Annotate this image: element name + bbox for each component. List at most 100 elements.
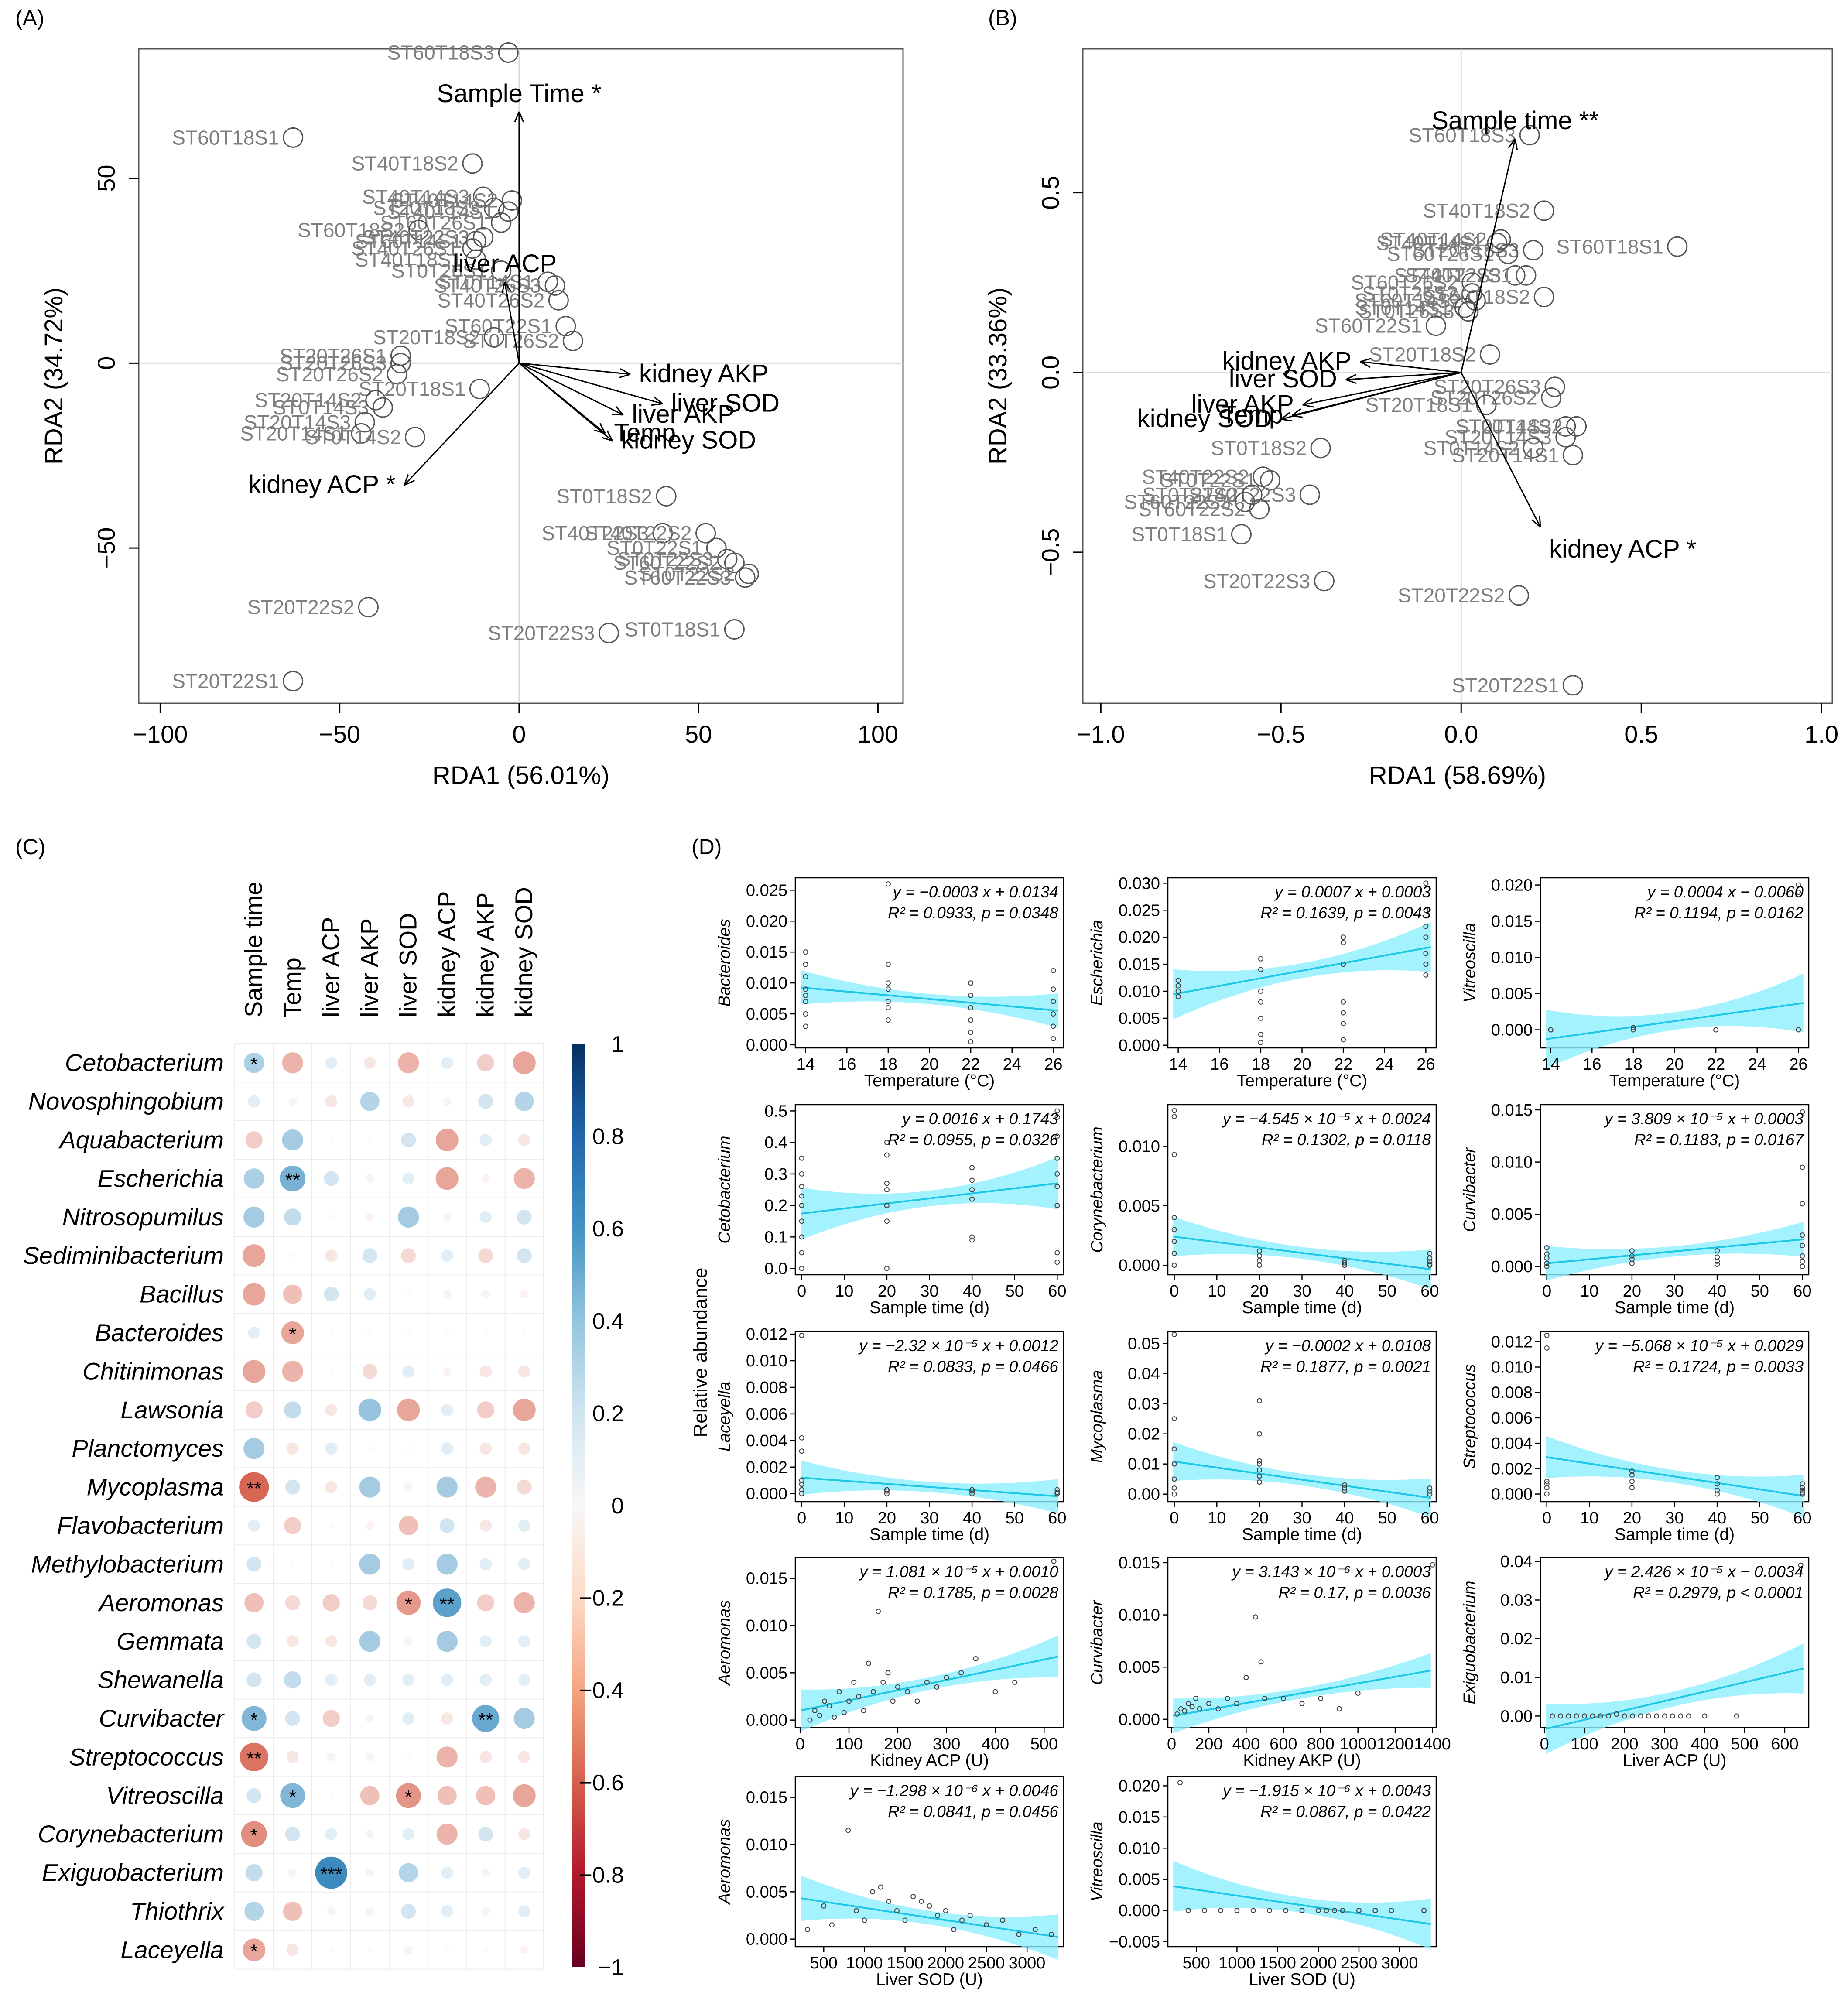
row-label: Novosphingobium	[28, 1088, 224, 1115]
data-point	[1253, 1614, 1258, 1620]
correlation-circle	[324, 1287, 339, 1302]
regression-line	[1173, 1460, 1431, 1499]
y-tick-label: 0.005	[746, 1883, 787, 1901]
data-point	[1715, 1487, 1720, 1493]
sample-label: ST60T22S1	[445, 315, 551, 338]
subplot-8: 0 10 20 30 40 50 60 0.000 0.002 0.004 0.006 0.008 0.…	[1461, 1331, 1811, 1544]
x-tick-label: 0	[1542, 1509, 1551, 1527]
x-tick-label: 24	[1003, 1055, 1021, 1074]
data-point	[1054, 1250, 1060, 1256]
plot-frame	[138, 48, 904, 704]
regression-equation: y = 0.0007 x + 0.0003	[1273, 883, 1431, 901]
sample-point	[555, 316, 576, 337]
correlation-circle	[439, 1518, 455, 1533]
data-point	[1544, 1491, 1550, 1497]
y-tick-label: −50	[92, 527, 120, 569]
sample-point	[408, 219, 429, 240]
x-tick-label: 500	[1183, 1954, 1210, 1972]
x-tick-label: 14	[797, 1055, 815, 1074]
x-tick-label: 1000	[846, 1954, 883, 1972]
correlation-circle	[362, 1248, 377, 1263]
colorbar-tick-label: 0.6	[592, 1216, 624, 1242]
y-tick-label: 0.01	[1128, 1455, 1160, 1474]
x-tick-label: 24	[1376, 1055, 1394, 1074]
x-tick-label: 10	[1208, 1509, 1226, 1527]
x-tick-label: 30	[1665, 1282, 1684, 1301]
x-axis-label: Temperature (°C)	[864, 1071, 995, 1090]
data-point	[1544, 1345, 1550, 1351]
colorbar-tick-label: 0.2	[592, 1401, 624, 1426]
data-point	[1800, 1485, 1805, 1490]
row-label: Lawsonia	[120, 1396, 224, 1424]
correlation-circle	[441, 1866, 453, 1879]
correlation-circle	[404, 1945, 413, 1954]
data-point	[876, 1609, 881, 1614]
sample-label: ST60T22S3	[1124, 490, 1231, 513]
data-point	[1421, 1908, 1427, 1913]
x-tick-label: 26	[1417, 1055, 1435, 1074]
data-point	[1800, 1201, 1805, 1207]
x-tick-label: 1500	[886, 1954, 924, 1972]
correlation-circle	[481, 1907, 490, 1916]
colorbar	[572, 1044, 585, 1967]
regression-equation: y = −0.0002 x + 0.0108	[1264, 1337, 1431, 1355]
sample-label: ST0T26S1	[391, 259, 487, 282]
data-point	[1315, 1908, 1321, 1913]
sample-point	[1523, 240, 1543, 261]
correlation-circle	[280, 1783, 305, 1808]
sample-label: ST60T26S2	[1351, 271, 1458, 294]
sample-label: ST60T22S2	[1138, 498, 1245, 520]
correlation-circle	[329, 1330, 334, 1336]
data-point	[1800, 1481, 1805, 1487]
data-point	[799, 1333, 804, 1338]
sample-point	[473, 186, 494, 207]
column-label: Temp	[278, 958, 306, 1017]
data-point	[1654, 1713, 1660, 1719]
correlation-circle	[246, 1672, 262, 1687]
data-point	[799, 1193, 804, 1199]
sample-point	[469, 379, 490, 400]
correlation-circle	[520, 1945, 529, 1954]
row-label: Sediminibacterium	[23, 1242, 224, 1269]
x-tick-label: 40	[963, 1509, 981, 1527]
correlation-circle	[248, 1520, 260, 1532]
data-point	[1218, 1908, 1224, 1913]
data-point	[895, 1684, 900, 1690]
correlation-circle	[329, 1369, 334, 1374]
colorbar-tick-label: 0.8	[592, 1124, 624, 1150]
sample-label: ST0T14S1	[438, 270, 534, 293]
x-tick-label: 60	[1793, 1509, 1811, 1527]
significance-mark: **	[440, 1594, 455, 1615]
correlation-circle	[479, 1442, 492, 1455]
sample-point	[1519, 125, 1540, 146]
data-point	[1581, 1713, 1587, 1719]
sample-label: ST40T26S2	[438, 289, 544, 311]
correlation-circle	[518, 1635, 530, 1648]
data-point	[1566, 1713, 1571, 1719]
sample-point	[491, 260, 512, 281]
data-point	[885, 881, 891, 887]
colorbar-tick-label: −0.2	[579, 1586, 624, 1611]
data-point	[1638, 1713, 1643, 1719]
y-tick-label: 0.010	[1119, 982, 1160, 1001]
data-point	[968, 1039, 974, 1044]
correlation-circle	[518, 1442, 530, 1455]
arrow-head	[404, 474, 415, 486]
regression-equation: y = −0.0003 x + 0.0134	[891, 883, 1058, 901]
regression-stats: R² = 0.0867, p = 0.0422	[1260, 1803, 1431, 1821]
data-point	[1171, 1108, 1177, 1113]
y-tick-label: 0.006	[1491, 1409, 1533, 1427]
x-tick-label: 50	[1751, 1509, 1769, 1527]
correlation-circle	[518, 1905, 530, 1917]
x-tick-label: 20	[1250, 1509, 1269, 1527]
row-label: Curvibacter	[99, 1704, 225, 1732]
data-point	[1427, 1485, 1433, 1491]
sample-label: ST60T18S3	[1409, 124, 1516, 147]
correlation-circle	[325, 1249, 338, 1262]
data-point	[1341, 999, 1346, 1005]
regression-stats: R² = 0.1639, p = 0.0043	[1260, 904, 1431, 922]
data-point	[1629, 1485, 1635, 1490]
arrow-head	[1360, 358, 1372, 368]
sample-label: ST20T22S3	[1203, 570, 1310, 592]
subplot-7: 0 10 20 30 40 50 60 0.00 0.01 0.02 0.03 0.04 0.05 Sam…	[1088, 1331, 1439, 1544]
